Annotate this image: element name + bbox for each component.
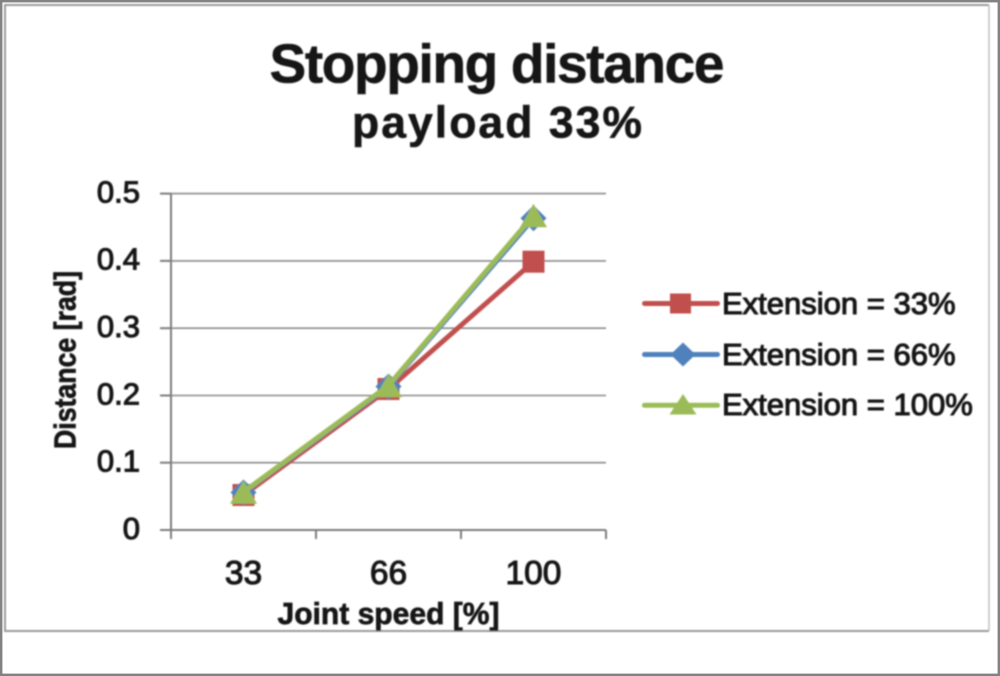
svg-text:Extension = 66%: Extension = 66% [722, 337, 956, 372]
svg-text:Stopping distance: Stopping distance [270, 33, 725, 95]
svg-text:0.1: 0.1 [97, 444, 140, 479]
svg-text:0.3: 0.3 [97, 309, 140, 344]
svg-text:0.4: 0.4 [97, 242, 140, 277]
svg-text:0.2: 0.2 [97, 376, 140, 411]
svg-text:payload 33%: payload 33% [352, 99, 642, 148]
svg-text:Extension = 100%: Extension = 100% [722, 387, 973, 422]
svg-text:100: 100 [506, 555, 562, 592]
svg-text:33: 33 [225, 555, 262, 592]
svg-text:Extension = 33%: Extension = 33% [722, 286, 956, 321]
svg-text:0: 0 [123, 511, 140, 546]
svg-text:66: 66 [370, 555, 407, 592]
svg-text:Distance [rad]: Distance [rad] [48, 271, 83, 449]
svg-text:Joint speed [%]: Joint speed [%] [278, 596, 500, 631]
svg-text:0.5: 0.5 [97, 174, 140, 209]
